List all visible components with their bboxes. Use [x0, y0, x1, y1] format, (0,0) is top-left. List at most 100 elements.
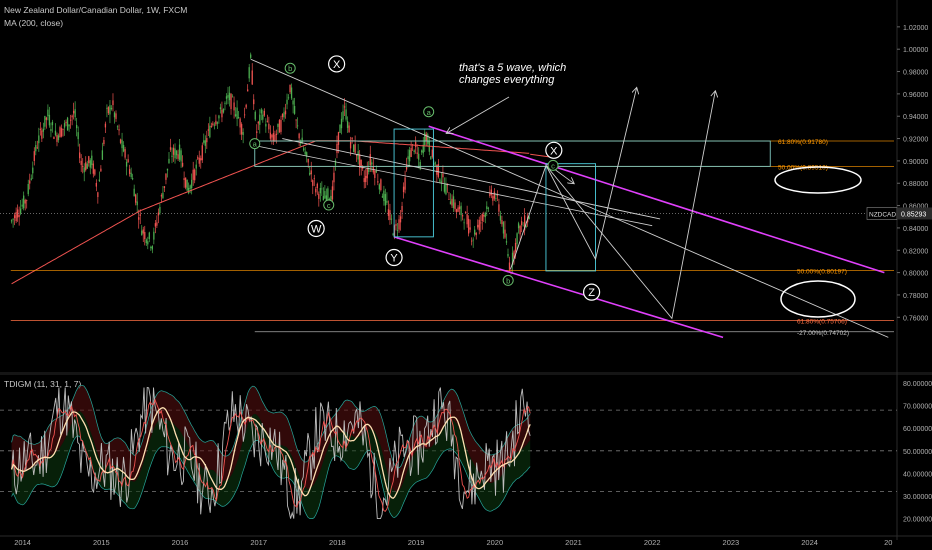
projection-arrow-3	[553, 168, 574, 184]
candle-body	[91, 155, 93, 166]
candle-body	[437, 164, 440, 177]
candle-body	[478, 219, 480, 231]
candle-body	[472, 239, 474, 241]
candle-body	[88, 156, 90, 164]
candle-body	[474, 229, 476, 235]
candle-body	[207, 129, 209, 131]
candle-body	[86, 163, 88, 169]
candle-body	[174, 148, 176, 159]
candle-body	[266, 120, 269, 122]
wave-label: X	[333, 59, 341, 71]
candle-body	[192, 169, 194, 180]
candle-body	[401, 205, 403, 212]
candle-body	[448, 199, 450, 200]
candle-body	[54, 130, 57, 136]
candle-body	[69, 119, 72, 121]
price-tick-label: 0.82000	[903, 248, 928, 255]
candle-body	[439, 179, 441, 182]
candle-body	[29, 180, 31, 184]
candle-body	[256, 131, 258, 133]
candle-body	[121, 139, 123, 149]
candle-body	[312, 180, 314, 186]
candle-body	[38, 135, 40, 144]
candle-body	[458, 206, 461, 209]
candle-body	[163, 186, 166, 188]
candle-body	[242, 132, 244, 136]
candle-body	[200, 158, 202, 161]
candle-body	[318, 193, 320, 199]
candle-body	[407, 156, 409, 160]
fib-level-label: 61.80%(0.91780)	[778, 139, 828, 146]
candle-body	[268, 123, 270, 130]
candle-body	[104, 123, 107, 128]
candle-body	[248, 67, 250, 79]
candle-body	[124, 149, 126, 158]
candle-body	[511, 252, 514, 266]
candle-body	[222, 108, 225, 113]
candle-body	[351, 137, 353, 140]
candle-body	[39, 128, 41, 130]
candle-body	[272, 133, 275, 142]
candle-body	[42, 128, 45, 132]
candle-body	[507, 253, 509, 257]
candle-body	[495, 198, 497, 199]
candle-body	[204, 140, 206, 146]
candle-body	[463, 222, 465, 224]
wave-label-circle	[502, 274, 514, 286]
candle-body	[322, 196, 325, 201]
fib-level-label: -27.00%(0.74702)	[797, 330, 849, 337]
candle-body	[277, 123, 279, 127]
symbol-tag-box	[866, 207, 898, 220]
candle-body	[212, 123, 214, 126]
wave-label: b	[288, 64, 292, 73]
price-tag-value: 0.85293	[901, 211, 926, 218]
candle-body	[51, 121, 54, 126]
candle-body	[30, 178, 32, 180]
candle-body	[377, 181, 379, 183]
candle-body	[112, 100, 114, 106]
candle-body	[348, 125, 350, 133]
candle-body	[363, 178, 365, 183]
candle-body	[384, 194, 387, 206]
candle-body	[498, 204, 500, 212]
candle-body	[381, 196, 384, 198]
cyan-box-left	[393, 128, 434, 238]
candle-body	[413, 150, 415, 152]
candle-body	[118, 129, 120, 131]
candle-body	[186, 179, 188, 191]
candle-body	[525, 225, 527, 227]
candle-body	[398, 219, 400, 230]
candle-body	[422, 144, 424, 154]
candle-body	[171, 155, 173, 157]
candle-body	[23, 195, 25, 209]
candle-body	[15, 211, 17, 222]
candle-body	[240, 124, 243, 135]
candle-body	[228, 92, 231, 101]
candle-body	[368, 168, 370, 173]
candle-body	[65, 121, 67, 124]
candle-body	[130, 172, 132, 178]
highlight-ellipse-lower	[780, 280, 856, 318]
osc-fast-line	[11, 386, 531, 520]
candle-body	[405, 165, 408, 170]
candle-body	[274, 134, 276, 141]
candle-body	[133, 188, 135, 197]
time-tick-label: 2017	[250, 538, 267, 547]
candle-body	[110, 107, 113, 110]
candle-body	[504, 229, 506, 238]
fib-level-label: 50.00%(0.80197)	[797, 268, 847, 275]
osc-tick-label: 20.00000	[903, 517, 932, 524]
candle-body	[27, 183, 29, 195]
wave-label-circle	[545, 141, 563, 159]
osc-tick-label: 70.00000	[903, 404, 932, 411]
candle-body	[378, 184, 381, 190]
candle-body	[48, 114, 51, 126]
wave-label-circle	[385, 248, 403, 267]
candle-body	[221, 109, 223, 118]
candle-body	[139, 214, 141, 216]
candle-body	[475, 232, 477, 236]
candle-body	[316, 183, 318, 189]
candle-body	[501, 220, 503, 225]
candle-body	[455, 209, 458, 213]
